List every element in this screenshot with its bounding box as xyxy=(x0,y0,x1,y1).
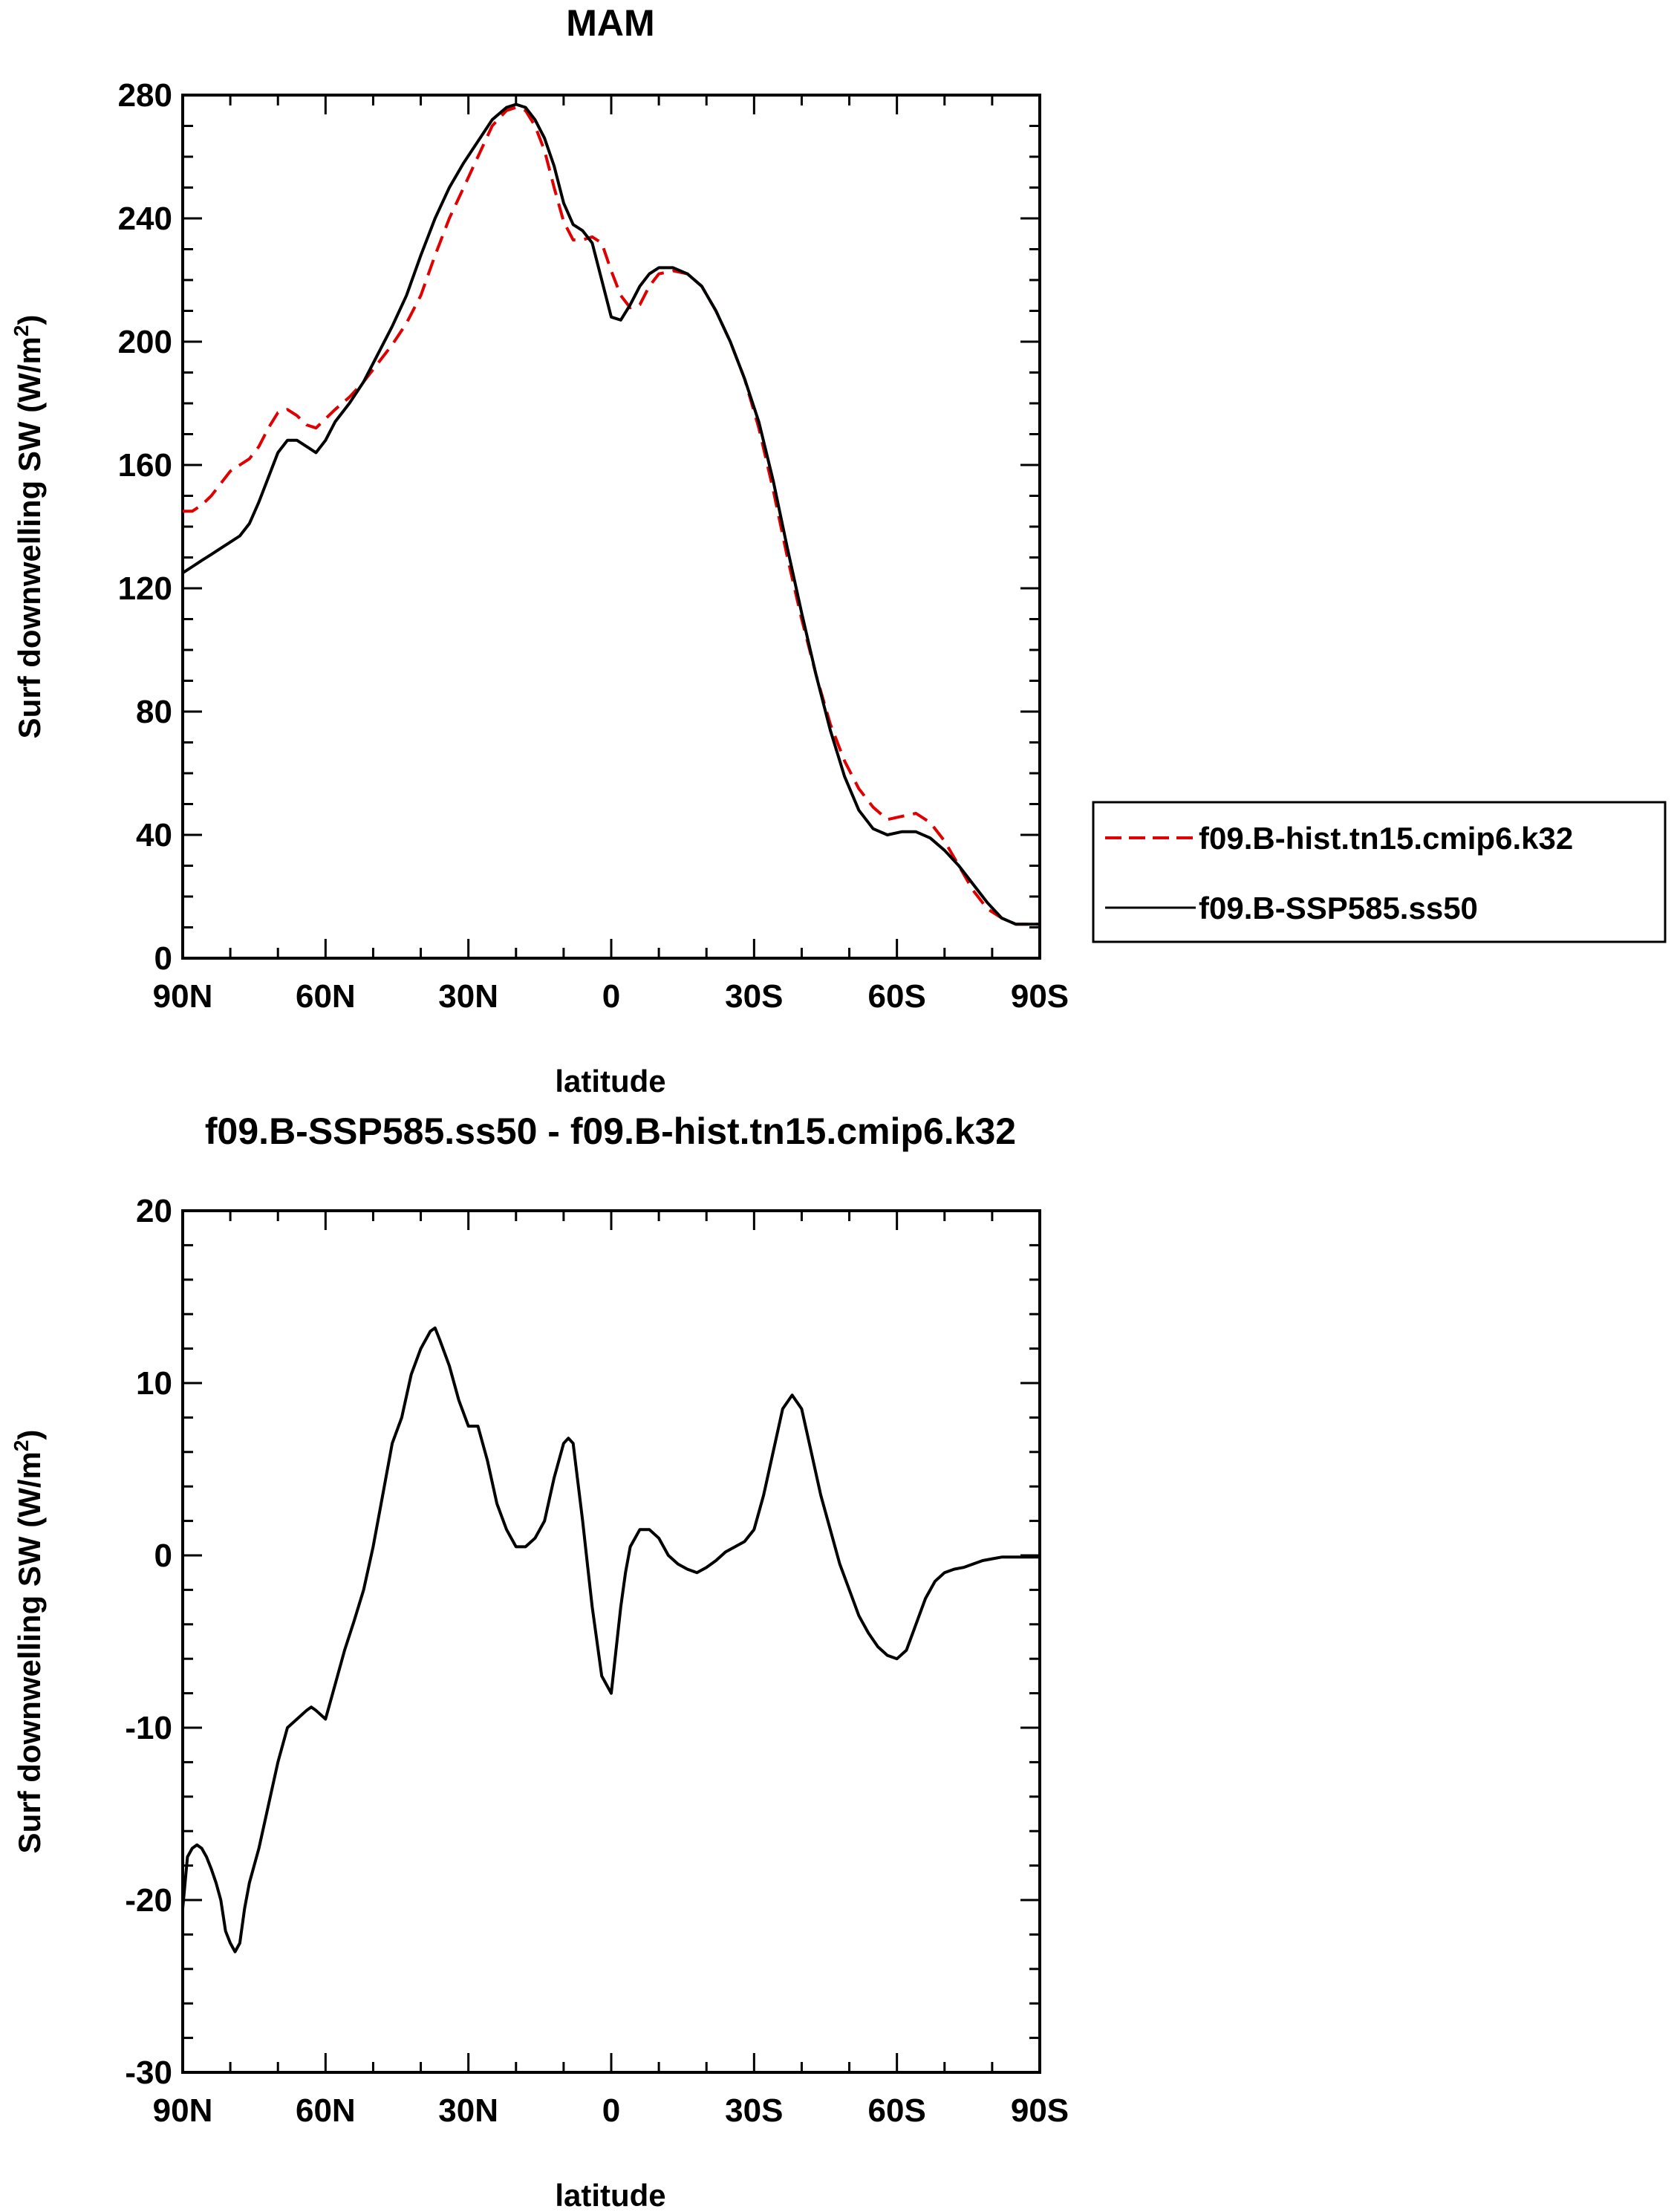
y-tick-label: 240 xyxy=(118,201,172,237)
plot-frame xyxy=(181,1209,1041,2074)
y-tick-label: 0 xyxy=(154,1538,172,1574)
x-axis-label: latitude xyxy=(555,1064,665,1099)
chart-bottom: f09.B-SSP585.ss50 - f09.B-hist.tn15.cmip… xyxy=(10,1110,1069,2212)
y-tick-label: 200 xyxy=(118,324,172,360)
series-line-f09.B-hist.tn15.cmip6.k32 xyxy=(183,105,1040,926)
y-tick-label: 120 xyxy=(118,570,172,607)
y-tick-label: -30 xyxy=(125,2055,172,2091)
series-line-difference xyxy=(181,1326,1041,1954)
y-tick-label: 0 xyxy=(154,940,172,977)
x-tick-label: 60S xyxy=(868,2092,926,2129)
x-tick-label: 60S xyxy=(868,978,926,1015)
legend-label-ssp: f09.B-SSP585.ss50 xyxy=(1199,891,1478,926)
y-tick-labels: -30 -20 -10 0 10 20 xyxy=(125,1193,172,2091)
axis-ticks xyxy=(181,1209,1041,2074)
y-tick-label: 280 xyxy=(118,77,172,114)
legend: f09.B-hist.tn15.cmip6.k32 f09.B-SSP585.s… xyxy=(1092,801,1667,943)
y-tick-label: 40 xyxy=(136,817,172,853)
series-line-f09.B-SSP585.ss50 xyxy=(181,103,1041,926)
x-tick-label: 30N xyxy=(438,978,498,1015)
x-tick-label: 0 xyxy=(602,2092,620,2129)
y-tick-label: 20 xyxy=(136,1193,172,1229)
chart-title: f09.B-SSP585.ss50 - f09.B-hist.tn15.cmip… xyxy=(205,1110,1016,1152)
plot-frame xyxy=(181,94,1041,960)
legend-box xyxy=(1092,801,1667,943)
x-tick-labels: 90N 60N 30N 0 30S 60S 90S xyxy=(153,2092,1069,2129)
y-axis-label-main: Surf downwelling SW (W/m xyxy=(12,336,47,738)
y-axis-label: Surf downwelling SW (W/m2) xyxy=(10,1430,47,1854)
x-tick-label: 30N xyxy=(438,2092,498,2129)
legend-label-hist: f09.B-hist.tn15.cmip6.k32 xyxy=(1199,821,1573,856)
y-axis-label: Surf downwelling SW (W/m2) xyxy=(10,315,47,739)
x-tick-label: 90N xyxy=(153,978,213,1015)
x-tick-label: 90N xyxy=(153,2092,213,2129)
y-tick-label: 80 xyxy=(136,694,172,730)
y-tick-label: 10 xyxy=(136,1365,172,1402)
x-tick-label: 90S xyxy=(1011,978,1069,1015)
y-axis-label-end: ) xyxy=(12,1430,47,1440)
y-tick-labels: 0 40 80 120 160 200 240 280 xyxy=(118,77,172,977)
series-lines xyxy=(181,1326,1041,1954)
x-tick-label: 90S xyxy=(1011,2092,1069,2129)
axis-ticks xyxy=(181,94,1041,960)
y-tick-label: -20 xyxy=(125,1882,172,1919)
y-tick-label: 160 xyxy=(118,447,172,484)
series-lines xyxy=(181,103,1041,926)
y-axis-label-main: Surf downwelling SW (W/m xyxy=(12,1451,47,1853)
chart-title: MAM xyxy=(566,2,654,44)
y-tick-label: -10 xyxy=(125,1710,172,1746)
x-tick-label: 30S xyxy=(725,978,783,1015)
x-tick-label: 30S xyxy=(725,2092,783,2129)
x-tick-label: 0 xyxy=(602,978,620,1015)
y-axis-label-superscript: 2 xyxy=(10,1440,33,1452)
y-axis-label-end: ) xyxy=(12,315,47,325)
y-axis-label-superscript: 2 xyxy=(10,325,33,337)
x-axis-label: latitude xyxy=(555,2178,665,2212)
chart-top: MAM 90N 60N 30N 0 30S 60S 90S 0 40 80 120 160 200 24… xyxy=(10,2,1667,1099)
x-tick-label: 60N xyxy=(296,2092,356,2129)
x-tick-labels: 90N 60N 30N 0 30S 60S 90S xyxy=(153,978,1069,1015)
x-tick-label: 60N xyxy=(296,978,356,1015)
